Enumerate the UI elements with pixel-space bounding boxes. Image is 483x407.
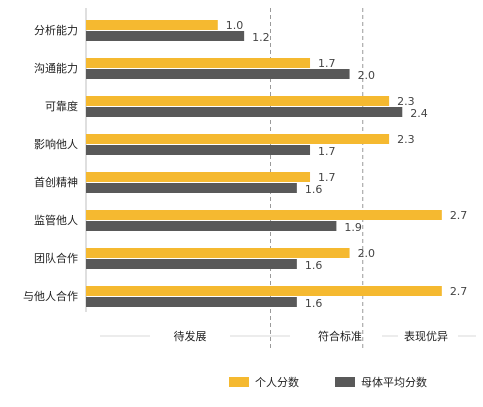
category-label-8: 与他人合作	[23, 289, 78, 303]
value-label-personal-7: 2.0	[358, 247, 376, 260]
value-label-personal-3: 2.3	[397, 95, 415, 108]
value-label-population-avg-1: 1.2	[252, 31, 270, 44]
bar-personal-4	[86, 134, 390, 144]
category-label-3: 可靠度	[45, 99, 78, 113]
bars: 1.01.2分析能力1.72.0沟通能力2.32.4可靠度2.31.7影响他人1…	[23, 19, 467, 310]
value-label-personal-4: 2.3	[397, 133, 415, 146]
bar-population-avg-8	[86, 297, 297, 307]
bar-population-avg-4	[86, 145, 311, 155]
category-label-1: 分析能力	[34, 23, 78, 37]
zone-labels: 待发展 符合标准 表现优异	[100, 329, 476, 343]
legend-swatch-1	[229, 377, 249, 387]
value-label-personal-6: 2.7	[450, 209, 468, 222]
bar-personal-7	[86, 248, 350, 258]
value-label-population-avg-3: 2.4	[410, 107, 428, 120]
category-label-7: 团队合作	[34, 251, 78, 265]
bar-population-avg-1	[86, 31, 245, 41]
bar-personal-6	[86, 210, 442, 220]
value-label-population-avg-2: 2.0	[358, 69, 376, 82]
bar-personal-5	[86, 172, 311, 182]
category-label-4: 影响他人	[34, 138, 78, 151]
value-label-population-avg-6: 1.9	[344, 221, 362, 234]
legend: 个人分数 母体平均分数	[229, 375, 427, 389]
bar-population-avg-6	[86, 221, 337, 231]
value-label-personal-8: 2.7	[450, 285, 468, 298]
bar-personal-1	[86, 20, 218, 30]
value-label-population-avg-8: 1.6	[305, 297, 323, 310]
category-label-2: 沟通能力	[34, 61, 78, 75]
value-label-personal-1: 1.0	[226, 19, 244, 32]
legend-label-1: 个人分数	[255, 376, 299, 389]
bar-personal-3	[86, 96, 390, 106]
bar-population-avg-5	[86, 183, 297, 193]
bar-population-avg-7	[86, 259, 297, 269]
value-label-personal-5: 1.7	[318, 171, 336, 184]
category-label-5: 首创精神	[34, 175, 78, 189]
legend-swatch-2	[335, 377, 355, 387]
zone-label-3: 表现优异	[404, 329, 448, 343]
value-label-population-avg-7: 1.6	[305, 259, 323, 272]
bar-population-avg-2	[86, 69, 350, 79]
value-label-population-avg-4: 1.7	[318, 145, 336, 158]
bar-personal-8	[86, 286, 442, 296]
value-label-population-avg-5: 1.6	[305, 183, 323, 196]
zone-label-2: 符合标准	[318, 329, 362, 343]
bar-population-avg-3	[86, 107, 403, 117]
bar-personal-2	[86, 58, 311, 68]
category-label-6: 监管他人	[34, 213, 78, 227]
zone-label-1: 待发展	[174, 329, 207, 343]
value-label-personal-2: 1.7	[318, 57, 336, 70]
legend-label-2: 母体平均分数	[361, 375, 427, 389]
